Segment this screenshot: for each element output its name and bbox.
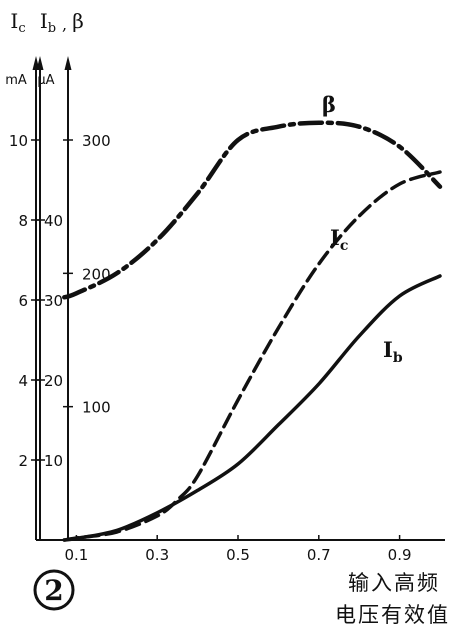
series-label-beta: β bbox=[322, 92, 336, 117]
axis-arrow-beta bbox=[64, 56, 72, 70]
x-axis-title-line2: 电压有效值 bbox=[335, 603, 450, 627]
x-tick-label-0.7: 0.7 bbox=[307, 546, 331, 564]
series-line-beta bbox=[62, 120, 443, 300]
figure-number: 2 bbox=[44, 574, 63, 607]
series-label-ib: Ib bbox=[383, 337, 403, 366]
tick-label-beta-300: 300 bbox=[82, 132, 111, 150]
series-line-ib bbox=[62, 274, 442, 542]
tick-label-ib-10: 10 bbox=[44, 452, 63, 470]
tick-label-ic-2: 2 bbox=[18, 452, 28, 470]
x-tick-label-0.1: 0.1 bbox=[64, 546, 88, 564]
tick-label-beta-200: 200 bbox=[82, 265, 111, 283]
tick-label-ib-30: 30 bbox=[44, 292, 63, 310]
tick-label-ic-10: 10 bbox=[9, 132, 28, 150]
axis-title-ib: Ib bbox=[40, 9, 56, 36]
tick-label-beta-100: 100 bbox=[82, 399, 111, 417]
axis-title-comma: , bbox=[62, 15, 67, 34]
axis-arrow-ib bbox=[36, 56, 44, 70]
tick-label-ib-20: 20 bbox=[44, 372, 63, 390]
x-tick-label-0.5: 0.5 bbox=[226, 546, 250, 564]
tick-label-ib-40: 40 bbox=[44, 212, 63, 230]
axis-title-ic: Ic bbox=[10, 9, 25, 36]
x-tick-label-0.3: 0.3 bbox=[145, 546, 169, 564]
tick-label-ic-6: 6 bbox=[18, 292, 28, 310]
tick-label-ic-8: 8 bbox=[18, 212, 28, 230]
axis-unit-ib: μA bbox=[37, 73, 54, 88]
x-axis-title-line1: 输入高频 bbox=[348, 571, 440, 595]
axis-title-beta: β bbox=[72, 9, 84, 33]
figure-number-circle bbox=[33, 569, 75, 611]
x-tick-label-0.9: 0.9 bbox=[388, 546, 412, 564]
axis-unit-ic: mA bbox=[5, 73, 27, 88]
tick-label-ic-4: 4 bbox=[18, 372, 28, 390]
